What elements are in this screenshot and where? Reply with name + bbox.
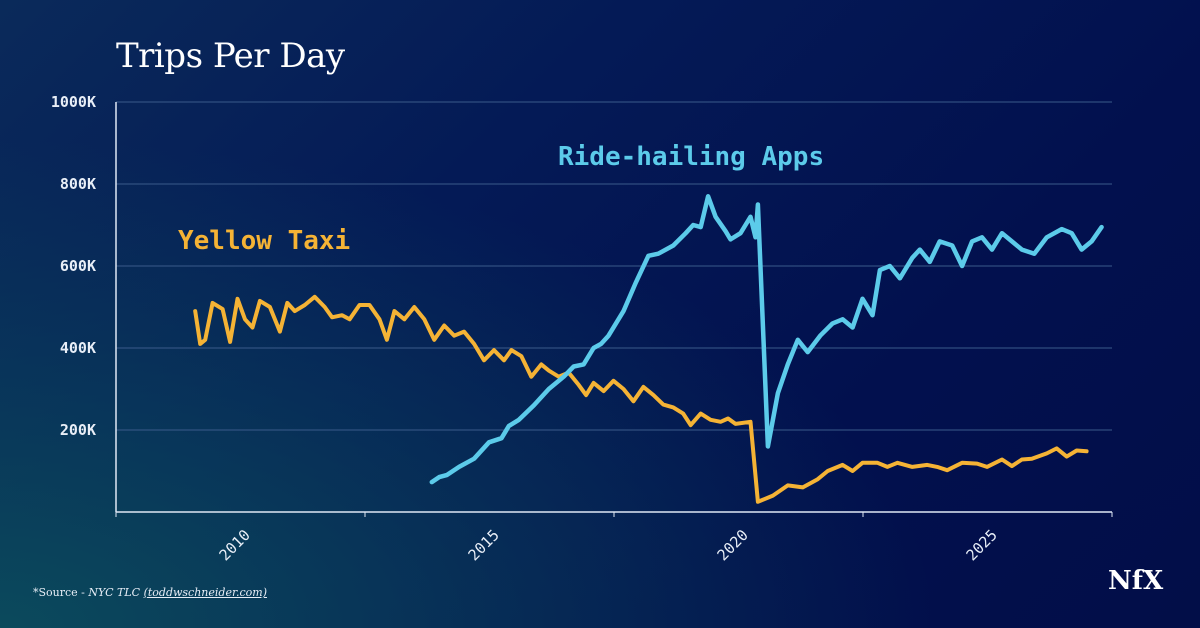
y-tick-600k: 600K: [59, 257, 96, 275]
y-tick-1000k: 1000K: [50, 93, 96, 111]
source-org: NYC TLC: [88, 586, 141, 599]
ride-hailing-label: Ride-hailing Apps: [558, 142, 825, 172]
chart-title: Trips Per Day: [116, 36, 345, 76]
ride-hailing-line: [429, 194, 1104, 485]
y-tick-400k: 400K: [59, 339, 96, 357]
nfx-logo: NfX: [1108, 566, 1164, 596]
yellow-taxi-line: [193, 294, 1089, 504]
source-link[interactable]: (toddwschneider.com): [143, 586, 268, 599]
source-note: *Source - NYC TLC (toddwschneider.com): [33, 586, 267, 599]
axes: [115, 102, 1113, 517]
y-tick-200k: 200K: [59, 421, 96, 439]
yellow-taxi-label: Yellow Taxi: [178, 226, 351, 256]
gridlines: [116, 101, 1112, 431]
source-prefix: *Source -: [33, 586, 89, 599]
y-tick-800k: 800K: [59, 175, 96, 193]
